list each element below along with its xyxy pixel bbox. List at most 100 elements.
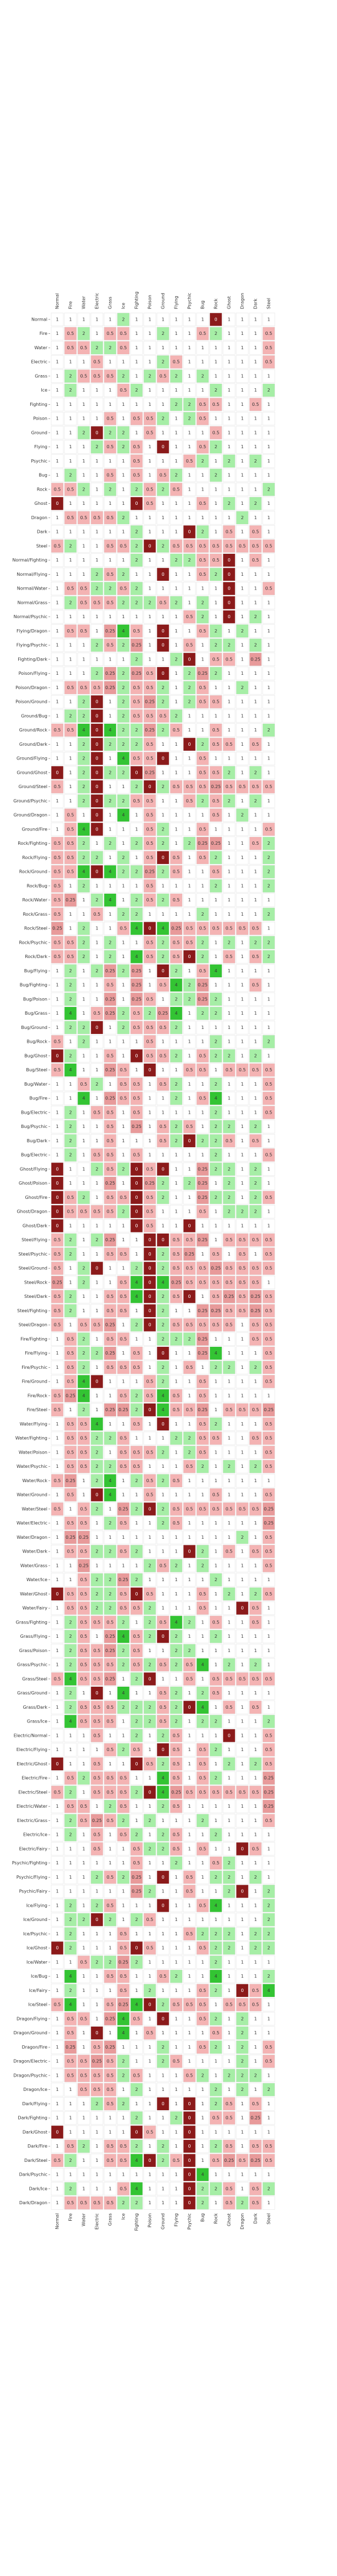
cell-value-label: 1 [267, 2002, 270, 2007]
cell-value-label: 1 [122, 841, 124, 846]
cell-value-label: 0.25 [145, 770, 155, 775]
cell-value-label: 1 [175, 1931, 177, 1936]
cell-value-label: 2 [108, 345, 111, 350]
cell-value-label: 2 [122, 1663, 124, 1667]
cell-value-label: 2 [135, 1959, 138, 1964]
cell-value-label: 1 [254, 373, 257, 378]
cell-value-label: 1 [56, 402, 58, 407]
cell-value-label: 2 [254, 1365, 257, 1370]
cell-value-label: 0.5 [107, 2200, 114, 2205]
cell-value-label: 1 [175, 813, 177, 818]
cell-value-label: 0.5 [265, 1493, 273, 1498]
heatmap-cell [262, 398, 275, 411]
cell-value-label: 0.5 [173, 1733, 180, 1738]
cell-value-label: 1 [95, 1067, 98, 1072]
cell-value-label: 1 [56, 345, 58, 350]
cell-value-label: 1 [214, 1237, 217, 1242]
cell-value-label: 1 [175, 1592, 177, 1597]
heatmap-cell [196, 497, 209, 510]
cell-value-label: 1 [175, 444, 177, 449]
heatmap-cell [196, 426, 209, 439]
row-label: Grass/Fighting [16, 1620, 47, 1625]
cell-value-label: 1 [254, 331, 257, 336]
cell-value-label: 0.5 [226, 1237, 233, 1242]
cell-value-label: 1 [69, 459, 72, 464]
cell-value-label: 2 [148, 1634, 151, 1639]
cell-value-label: 1 [241, 1493, 243, 1498]
cell-value-label: 1 [161, 1818, 164, 1823]
heatmap-cell [183, 582, 196, 596]
row-label: Ice/Ghost [26, 1946, 47, 1951]
cell-value-label: 0.5 [239, 1676, 246, 1681]
heatmap-cell [64, 440, 77, 454]
cell-value-label: 0.5 [213, 402, 220, 407]
cell-value-label: 4 [108, 869, 111, 874]
cell-value-label: 4 [122, 2016, 124, 2021]
cell-value-label: 1 [241, 869, 243, 874]
cell-value-label: 1 [69, 416, 72, 421]
heatmap-cell [183, 327, 196, 340]
cell-value-label: 1 [241, 459, 243, 464]
cell-value-label: 0.25 [105, 1011, 115, 1016]
heatmap-cell [104, 412, 117, 426]
cell-value-label: 1 [108, 1946, 111, 1951]
cell-value-label: 1 [175, 572, 177, 577]
row-label: Water/Ice [26, 1577, 47, 1582]
cell-value-label: 0.5 [133, 1422, 140, 1427]
cell-value-label: 1 [56, 1917, 58, 1922]
heatmap-cell [209, 610, 222, 624]
cell-value-label: 1 [214, 1648, 217, 1653]
cell-value-label: 2 [82, 331, 85, 336]
cell-value-label: 1 [56, 685, 58, 690]
cell-value-label: 0.5 [67, 869, 74, 874]
cell-value-label: 0.5 [80, 1705, 88, 1710]
cell-value-label: 1 [254, 1082, 257, 1087]
cell-value-label: 4 [135, 954, 138, 959]
cell-value-label: 1 [122, 2129, 124, 2134]
row-label: Fire [40, 331, 47, 336]
row-label: Ground/Dark [19, 742, 47, 747]
heatmap-cell [143, 440, 156, 454]
cell-value-label: 1 [254, 1818, 257, 1823]
cell-value-label: 1 [69, 1082, 72, 1087]
cell-value-label: 0.5 [265, 1110, 273, 1115]
heatmap-cell [209, 469, 222, 482]
cell-value-label: 1 [201, 1875, 204, 1880]
cell-value-label: 1 [95, 1252, 98, 1257]
cell-value-label: 1 [56, 742, 58, 747]
cell-value-label: 0.5 [133, 713, 140, 718]
cell-value-label: 2 [69, 1634, 72, 1639]
cell-value-label: 2 [82, 700, 85, 704]
cell-value-label: 0.5 [173, 2059, 180, 2064]
cell-value-label: 0.5 [107, 2158, 114, 2163]
cell-value-label: 0.5 [54, 1252, 61, 1257]
cell-value-label: 1 [69, 2116, 72, 2121]
cell-value-label: 1 [241, 1620, 243, 1625]
cell-value-label: 0.5 [226, 1549, 233, 1554]
cell-value-label: 0.5 [160, 373, 167, 378]
cell-value-label: 1 [241, 2101, 243, 2106]
cell-value-label: 2 [161, 2144, 164, 2149]
cell-value-label: 2 [161, 2158, 164, 2163]
cell-value-label: 0.5 [107, 1195, 114, 1200]
cell-value-label: 1 [254, 1903, 257, 1908]
column-label-top: Rock [214, 299, 219, 309]
cell-value-label: 2 [82, 940, 85, 945]
cell-value-label: 0.5 [199, 558, 206, 563]
cell-value-label: 0.5 [265, 331, 273, 336]
heatmap-cell [130, 582, 143, 596]
cell-value-label: 0.25 [79, 1563, 89, 1568]
cell-value-label: 0.5 [265, 1818, 273, 1823]
heatmap-cell [130, 454, 143, 468]
cell-value-label: 2 [135, 2116, 138, 2121]
cell-value-label: 1 [241, 1153, 243, 1158]
cell-value-label: 1 [201, 1082, 204, 1087]
cell-value-label: 1 [188, 883, 191, 888]
cell-value-label: 1 [267, 1832, 270, 1837]
cell-value-label: 1 [227, 1719, 230, 1724]
heatmap-cell [90, 426, 104, 439]
cell-value-label: 1 [188, 1846, 191, 1851]
cell-value-label: 0.5 [252, 926, 259, 931]
cell-value-label: 0 [161, 1903, 164, 1908]
cell-value-label: 2 [95, 345, 98, 350]
